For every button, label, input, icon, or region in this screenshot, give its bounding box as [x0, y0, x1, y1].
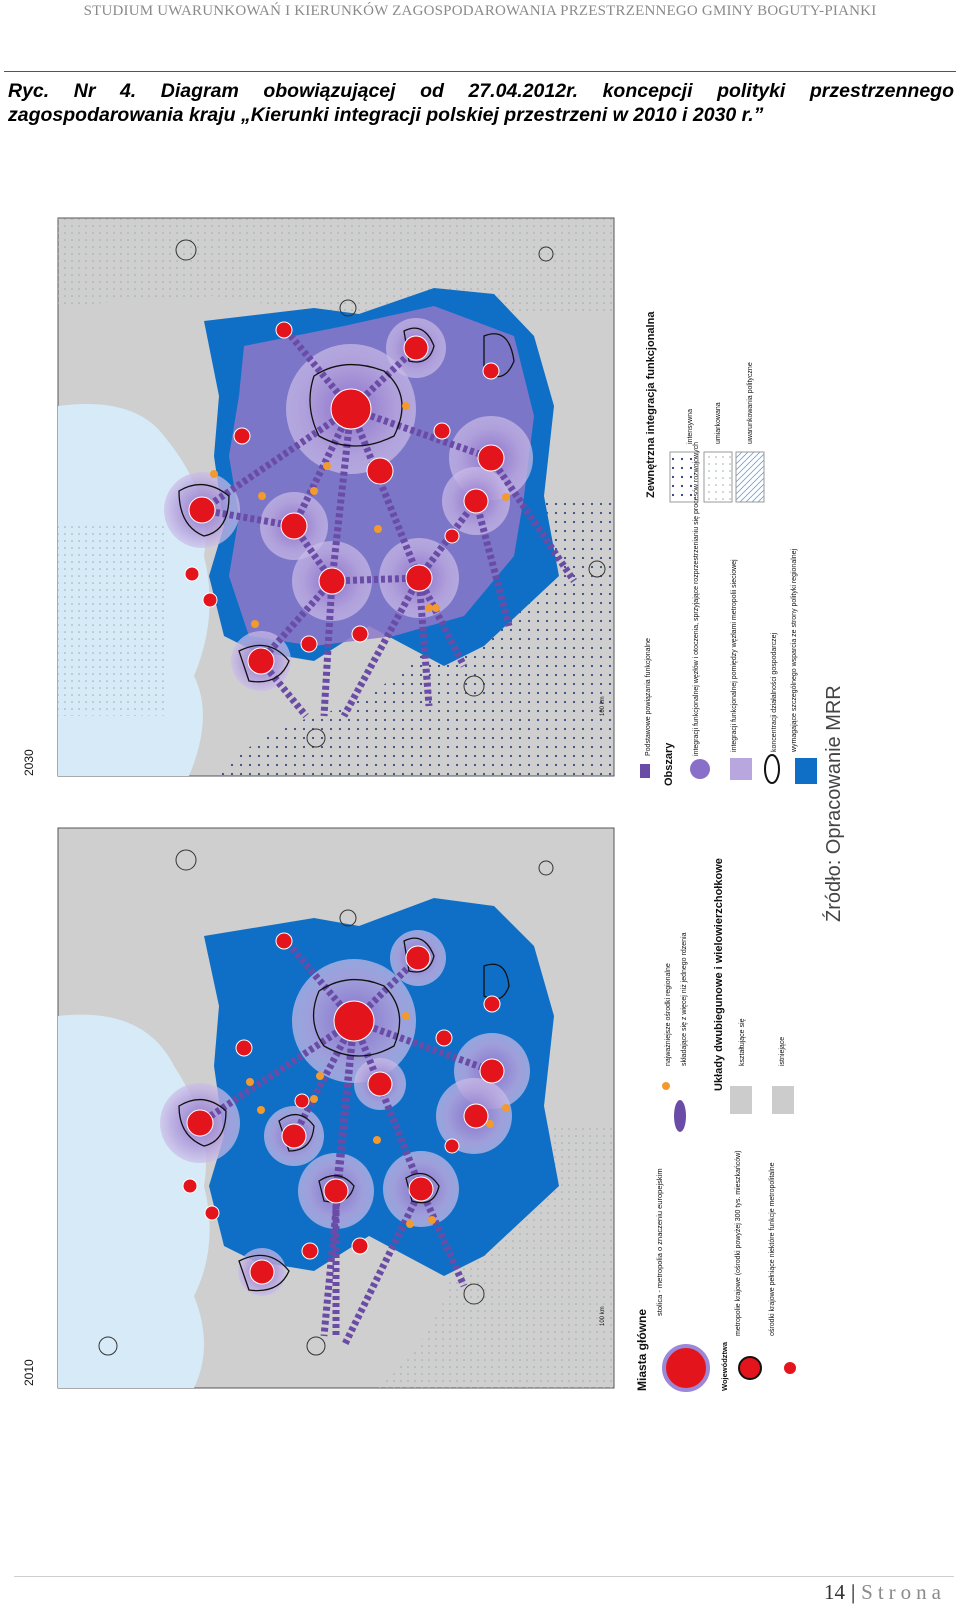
legend-multipolar-title: Układy dwubiegunowe i wielowierzchołkowe — [713, 858, 725, 1091]
figure-caption: Ryc. Nr 4. Diagram obowiązującej od 27.0… — [8, 79, 954, 127]
legend-area1-label: integracji funkcjonalnej węzłów i otocze… — [693, 442, 700, 756]
legend-area1-symbol — [690, 759, 710, 779]
header-rule — [4, 71, 956, 72]
legend-metropolie-label: metropolie krajowe (ośrodki powyżej 300 … — [735, 1150, 742, 1336]
legend-osrodek-symbol — [784, 1362, 796, 1374]
legend-existing-symbol — [772, 1086, 794, 1114]
legend-ext3-label: uwarunkowania polityczne — [747, 362, 754, 444]
caption-line-2: zagospodarowania kraju „Kierunki integra… — [8, 104, 764, 126]
legend-regional-label: najważniejsze ośrodki regionalne — [665, 963, 672, 1066]
legend-metropolia-symbol — [738, 1356, 762, 1380]
footer-rule — [14, 1576, 954, 1577]
legend-ext2-symbol — [703, 451, 733, 503]
figure: 2030 100 km — [22, 217, 844, 1392]
map-2010: 2010 100 km — [22, 827, 615, 1389]
legend-main-cities-title: Miasta główne — [635, 1309, 649, 1391]
legend-area3-symbol — [764, 754, 780, 784]
legend-ext3-symbol — [735, 451, 765, 503]
map-2030-year: 2030 — [22, 749, 36, 776]
legend-forming-label: kształtujące się — [739, 1018, 746, 1066]
running-header: STUDIUM UWARUNKOWAŃ I KIERUNKÓW ZAGOSPOD… — [83, 3, 877, 19]
figure-source: Źródło: Opracowanie MRR — [822, 685, 844, 922]
legend: Miasta główne stolica - metropolia o zna… — [635, 311, 844, 1392]
legend-ext1-label: intensywna — [687, 409, 694, 444]
legend-cluster-label: składające się z więcej niż jednego rdze… — [681, 932, 688, 1066]
legend-area4-symbol — [795, 758, 817, 784]
map-2030: 2030 100 km — [22, 217, 615, 777]
legend-regional-symbol — [662, 1082, 670, 1090]
legend-external-title: Zewnętrzna integracja funkcjonalna — [645, 311, 657, 498]
legend-voivodeship-heading: Województwa — [720, 1341, 729, 1391]
legend-areas-heading: Obszary — [663, 742, 675, 786]
page-number: 14 — [823, 1580, 845, 1604]
legend-capital-label: stolica - metropolia o znaczeniu europej… — [655, 1168, 664, 1316]
legend-forming-symbol — [730, 1086, 752, 1114]
page-footer: 14 | Strona — [824, 1580, 946, 1605]
map-2010-year: 2010 — [22, 1359, 36, 1386]
caption-line-1: Ryc. Nr 4. Diagram obowiązującej od 27.0… — [8, 80, 954, 102]
legend-area2-label: integracji funkcjonalnej pomiędzy węzłam… — [731, 559, 738, 752]
page-word: Strona — [861, 1580, 946, 1604]
map-2030-scale: 100 km — [600, 696, 606, 716]
legend-capital-symbol — [662, 1344, 710, 1392]
legend-ext1-symbol — [669, 451, 699, 503]
legend-ext2-label: umiarkowana — [715, 402, 722, 444]
legend-area2-symbol — [730, 758, 752, 780]
legend-osrodki-label: ośrodki krajowe pełniące niektóre funkcj… — [769, 1162, 776, 1336]
legend-existing-label: istniejące — [779, 1037, 786, 1066]
legend-area4-label: wymagające szczególnego wsparcia ze stro… — [791, 548, 798, 753]
map-2010-scale: 100 km — [600, 1306, 606, 1326]
legend-links-label: Podstawowe powiązania funkcjonalne — [645, 638, 652, 756]
legend-links-symbol — [640, 764, 650, 778]
legend-area3-label: koncentracji działalności gospodarczej — [771, 632, 778, 752]
legend-cluster-symbol — [674, 1100, 686, 1132]
footer-separator: | — [850, 1580, 856, 1604]
